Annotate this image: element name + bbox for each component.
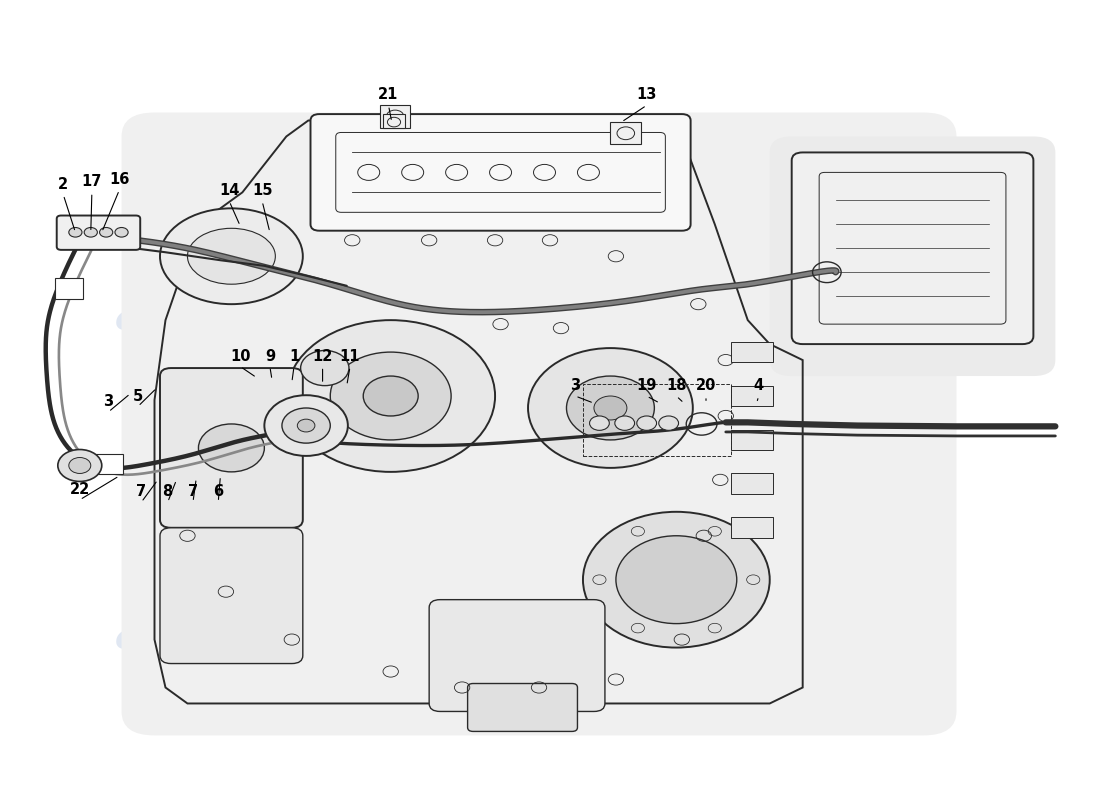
Circle shape — [616, 536, 737, 624]
Circle shape — [583, 512, 770, 647]
Text: 11: 11 — [340, 349, 361, 363]
Bar — [732, 474, 773, 494]
Bar — [379, 105, 410, 129]
Text: 4: 4 — [754, 378, 763, 393]
Bar — [95, 454, 122, 474]
Text: 8: 8 — [163, 484, 173, 499]
Circle shape — [100, 227, 113, 237]
Text: eurospares: eurospares — [587, 623, 799, 656]
Text: 12: 12 — [312, 349, 333, 363]
Bar — [732, 518, 773, 538]
Text: 2: 2 — [58, 177, 68, 192]
Circle shape — [637, 416, 657, 430]
Bar — [732, 430, 773, 450]
FancyBboxPatch shape — [310, 114, 691, 230]
Circle shape — [590, 416, 609, 430]
FancyBboxPatch shape — [160, 528, 302, 663]
FancyBboxPatch shape — [57, 215, 140, 250]
Text: eurospares: eurospares — [114, 304, 326, 337]
Text: 3: 3 — [570, 378, 581, 393]
Bar — [732, 386, 773, 406]
Circle shape — [58, 450, 102, 482]
Circle shape — [363, 376, 418, 416]
Circle shape — [69, 458, 91, 474]
Circle shape — [297, 419, 315, 432]
Circle shape — [594, 396, 627, 420]
Bar — [732, 342, 773, 362]
Text: 10: 10 — [230, 349, 251, 363]
Circle shape — [330, 352, 451, 440]
Bar — [55, 278, 84, 298]
Text: eurospares: eurospares — [587, 304, 799, 337]
Text: 1: 1 — [289, 349, 299, 363]
Ellipse shape — [187, 228, 275, 284]
Bar — [383, 114, 405, 129]
Circle shape — [264, 395, 348, 456]
Circle shape — [286, 320, 495, 472]
Text: 5: 5 — [133, 389, 143, 403]
Text: 7: 7 — [136, 484, 146, 499]
FancyBboxPatch shape — [160, 368, 302, 528]
Text: 18: 18 — [667, 378, 686, 393]
Text: 19: 19 — [637, 378, 657, 393]
Text: 17: 17 — [81, 174, 102, 190]
FancyBboxPatch shape — [792, 153, 1033, 344]
Circle shape — [300, 350, 349, 386]
Circle shape — [69, 227, 82, 237]
Circle shape — [615, 416, 635, 430]
FancyBboxPatch shape — [770, 137, 1055, 376]
Text: 3: 3 — [103, 394, 113, 409]
Text: 21: 21 — [378, 87, 398, 102]
Text: eurospares: eurospares — [114, 623, 326, 656]
Text: 20: 20 — [696, 378, 716, 393]
Circle shape — [659, 416, 679, 430]
Text: 15: 15 — [252, 183, 273, 198]
Text: 9: 9 — [265, 349, 275, 363]
Text: 6: 6 — [213, 484, 223, 499]
Circle shape — [198, 424, 264, 472]
Text: 7: 7 — [188, 484, 198, 499]
Circle shape — [282, 408, 330, 443]
Bar — [583, 384, 732, 456]
Bar — [610, 122, 641, 145]
Circle shape — [114, 227, 128, 237]
Circle shape — [566, 376, 654, 440]
Text: 13: 13 — [637, 87, 657, 102]
FancyBboxPatch shape — [468, 683, 578, 731]
Ellipse shape — [160, 208, 302, 304]
Circle shape — [85, 227, 98, 237]
FancyBboxPatch shape — [121, 113, 957, 735]
Text: 16: 16 — [109, 172, 130, 187]
Circle shape — [528, 348, 693, 468]
Text: 14: 14 — [219, 183, 240, 198]
Text: 22: 22 — [69, 482, 90, 497]
FancyBboxPatch shape — [429, 600, 605, 711]
